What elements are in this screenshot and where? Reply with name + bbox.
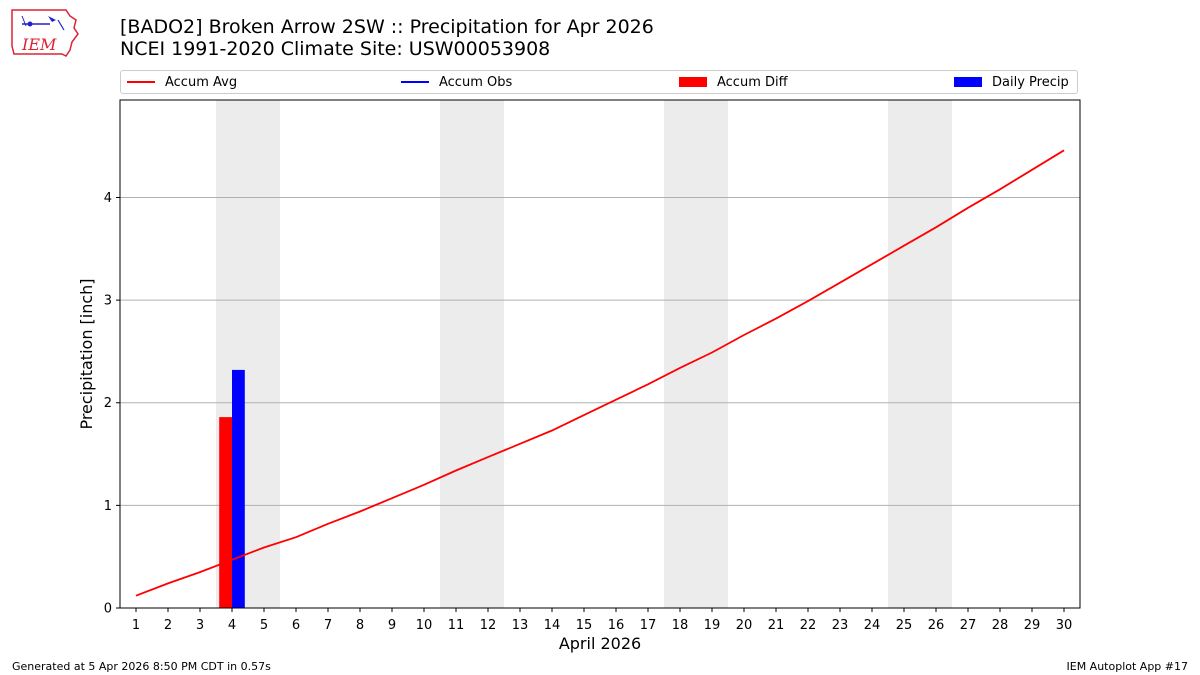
legend-swatch-accum-avg	[127, 81, 155, 83]
x-tick-label-18: 18	[672, 618, 689, 633]
y-tick-label-2: 2	[104, 396, 112, 411]
x-tick-label-15: 15	[576, 618, 593, 633]
bar-accum-diff-4	[219, 417, 232, 608]
x-tick-label-30: 30	[1056, 618, 1073, 633]
legend-label-accum-diff: Accum Diff	[717, 74, 788, 90]
y-tick-label-4: 4	[104, 191, 112, 206]
chart-title: [BADO2] Broken Arrow 2SW :: Precipitatio…	[120, 16, 654, 38]
y-tick-label-0: 0	[104, 602, 112, 617]
x-tick-label-19: 19	[704, 618, 721, 633]
legend-item-accum-avg: Accum Avg	[127, 71, 237, 93]
y-axis-ticks: 0 1 2 3 4	[104, 191, 120, 617]
iowa-outline-icon	[11, 9, 79, 57]
y-tick-label-3: 3	[104, 294, 112, 309]
x-tick-label-17: 17	[640, 618, 657, 633]
x-tick-label-1: 1	[132, 618, 140, 633]
y-gridlines	[120, 196, 1080, 506]
chart-legend: Accum Avg Accum Obs Accum Diff Daily Pre…	[120, 70, 1078, 94]
x-tick-label-21: 21	[768, 618, 785, 633]
bar-series	[219, 369, 245, 608]
x-tick-label-8: 8	[356, 618, 364, 633]
x-tick-label-29: 29	[1024, 618, 1041, 633]
legend-label-accum-avg: Accum Avg	[165, 74, 238, 90]
legend-swatch-daily-precip	[954, 77, 982, 87]
iem-logo: IEM	[11, 9, 79, 57]
x-tick-label-4: 4	[228, 618, 236, 633]
chart-subtitle: NCEI 1991-2020 Climate Site: USW00053908	[120, 38, 551, 60]
y-tick-label-1: 1	[104, 499, 112, 514]
x-tick-label-3: 3	[196, 618, 204, 633]
line-accum-avg	[135, 149, 1065, 597]
x-tick-label-25: 25	[896, 618, 913, 633]
x-tick-label-6: 6	[292, 618, 300, 633]
x-tick-label-5: 5	[260, 618, 268, 633]
x-axis-ticks: 1 2 3 4 5 6 7 8 9 10 11 12 13 14 15 16 17 18 19 20 21 22 23 24 2…	[132, 608, 1072, 633]
legend-item-accum-obs: Accum Obs	[401, 71, 512, 93]
x-tick-label-27: 27	[960, 618, 977, 633]
x-tick-label-11: 11	[448, 618, 465, 633]
x-tick-label-14: 14	[544, 618, 561, 633]
legend-item-accum-diff: Accum Diff	[679, 71, 788, 93]
legend-swatch-accum-obs	[401, 81, 429, 83]
x-tick-label-20: 20	[736, 618, 753, 633]
logo-text: IEM	[21, 35, 57, 54]
legend-label-daily-precip: Daily Precip	[992, 74, 1069, 90]
x-tick-label-13: 13	[512, 618, 529, 633]
x-tick-label-7: 7	[324, 618, 332, 633]
y-axis-label: Precipitation [inch]	[77, 278, 96, 429]
x-tick-label-10: 10	[416, 618, 433, 633]
weekend-band-1	[440, 100, 504, 608]
plot-frame	[119, 99, 1081, 609]
x-tick-label-9: 9	[388, 618, 396, 633]
bar-daily-precip-4	[232, 369, 245, 608]
legend-item-daily-precip: Daily Precip	[954, 71, 1069, 93]
x-tick-label-26: 26	[928, 618, 945, 633]
x-tick-label-28: 28	[992, 618, 1009, 633]
x-tick-label-12: 12	[480, 618, 497, 633]
x-tick-label-23: 23	[832, 618, 849, 633]
x-tick-label-2: 2	[164, 618, 172, 633]
x-tick-label-16: 16	[608, 618, 625, 633]
x-axis-label: April 2026	[559, 634, 641, 653]
line-series	[135, 149, 1065, 597]
x-tick-label-24: 24	[864, 618, 881, 633]
weekend-band-3	[888, 100, 952, 608]
x-tick-label-22: 22	[800, 618, 817, 633]
weekend-shading	[216, 100, 952, 608]
legend-label-accum-obs: Accum Obs	[439, 74, 513, 90]
weekend-band-2	[664, 100, 728, 608]
legend-swatch-accum-diff	[679, 77, 707, 87]
app-credit: IEM Autoplot App #17	[1066, 660, 1189, 673]
generated-timestamp: Generated at 5 Apr 2026 8:50 PM CDT in 0…	[12, 660, 271, 673]
